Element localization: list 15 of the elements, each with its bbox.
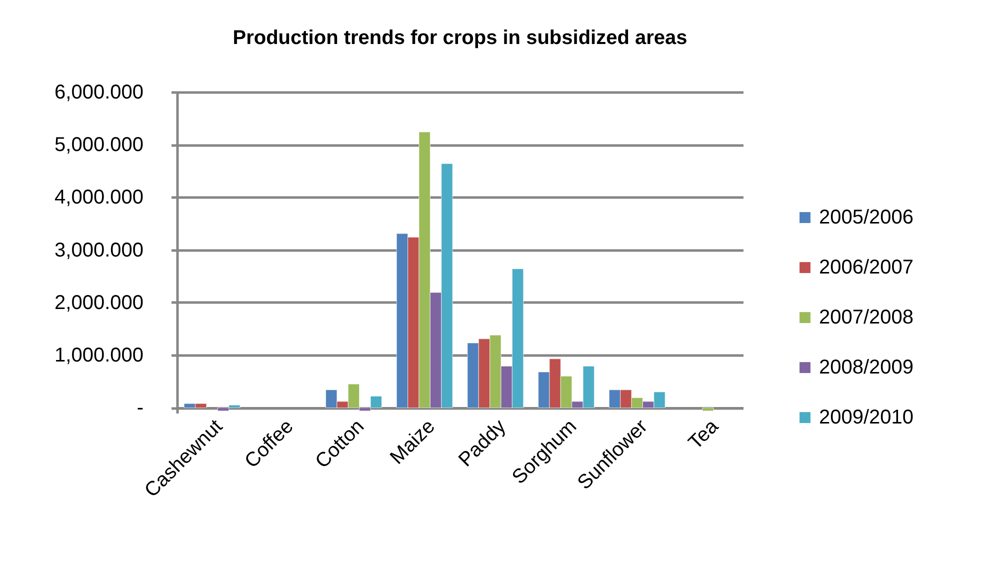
legend-label: 2007/2008 bbox=[819, 306, 914, 329]
bar bbox=[702, 407, 714, 412]
legend-label: 2006/2007 bbox=[819, 256, 914, 279]
legend-label: 2008/2009 bbox=[819, 356, 914, 379]
y-tick-label: 3,000.000 bbox=[54, 239, 144, 262]
y-tick-label: 6,000.000 bbox=[54, 82, 144, 104]
legend-label: 2005/2006 bbox=[819, 206, 914, 229]
chart-title: Production trends for crops in subsidized areas bbox=[232, 27, 688, 49]
x-tick-label: Tea bbox=[684, 414, 724, 454]
legend-label: 2009/2010 bbox=[819, 406, 914, 429]
y-tick-label: 5,000.000 bbox=[54, 134, 144, 156]
y-tick-label: 2,000.000 bbox=[54, 292, 144, 314]
y-tick-label: 1,000.000 bbox=[54, 344, 144, 367]
y-tick-label: - bbox=[136, 397, 144, 420]
y-tick-label: 4,000.000 bbox=[54, 186, 144, 209]
